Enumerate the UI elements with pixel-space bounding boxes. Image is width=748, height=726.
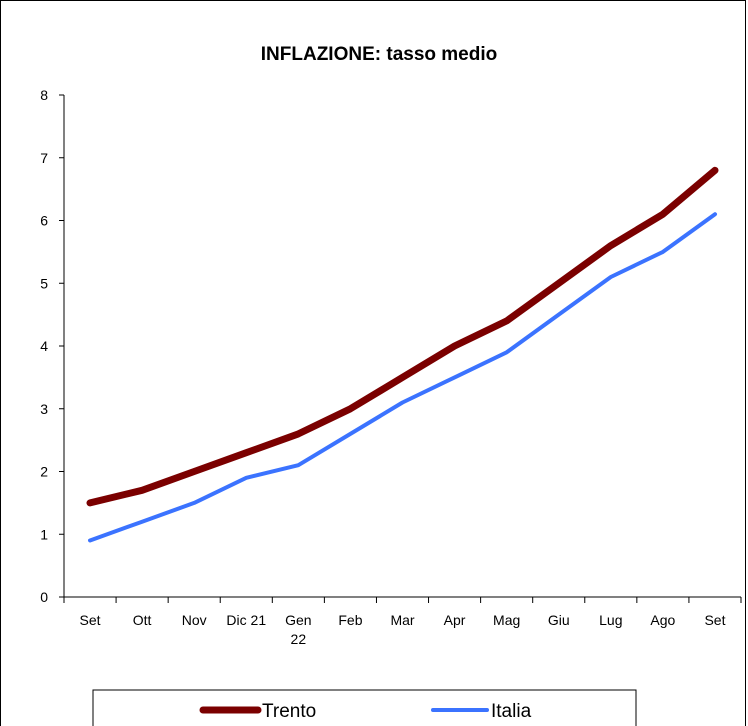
x-tick-label: Apr [444,612,466,628]
chart-title: INFLAZIONE: tasso medio [261,44,497,65]
series-line-italia [88,212,717,543]
x-tick-label: Lug [599,612,622,628]
x-tick-label: Set [80,612,101,628]
x-tick-label: Giu [548,612,570,628]
y-tick-label: 5 [40,275,48,291]
y-tick-label: 8 [40,87,48,103]
series-line-trento [86,166,719,507]
y-tick-label: 3 [40,401,48,417]
x-tick-label: Feb [338,612,362,628]
x-tick-label: Mag [493,612,520,628]
y-tick-label: 7 [40,150,48,166]
y-tick-label: 0 [40,589,48,605]
series-lines [86,166,719,543]
legend-box [92,689,637,726]
y-tick-label: 1 [40,526,48,542]
legend-label-italia: Italia [491,701,532,722]
x-tick-label: Dic 21 [226,612,266,628]
y-tick-label: 2 [40,464,48,480]
y-tick-label: 6 [40,213,48,229]
x-tick-label: Ott [133,612,152,628]
y-tick-label: 4 [40,338,48,354]
x-tick-label: Ago [650,612,675,628]
x-tick-label: Mar [390,612,414,628]
x-tick-label: Nov [182,612,207,628]
legend: Trento Italia [92,689,637,726]
x-tick-label: Gen 22 [285,612,311,647]
axes: 0 1 2 3 4 5 6 7 8 Set Ott Nov Dic 21 Gen 22 Feb Mar Apr Ma… [40,87,742,647]
x-tick-label: Set [704,612,725,628]
legend-label-trento: Trento [262,701,316,722]
